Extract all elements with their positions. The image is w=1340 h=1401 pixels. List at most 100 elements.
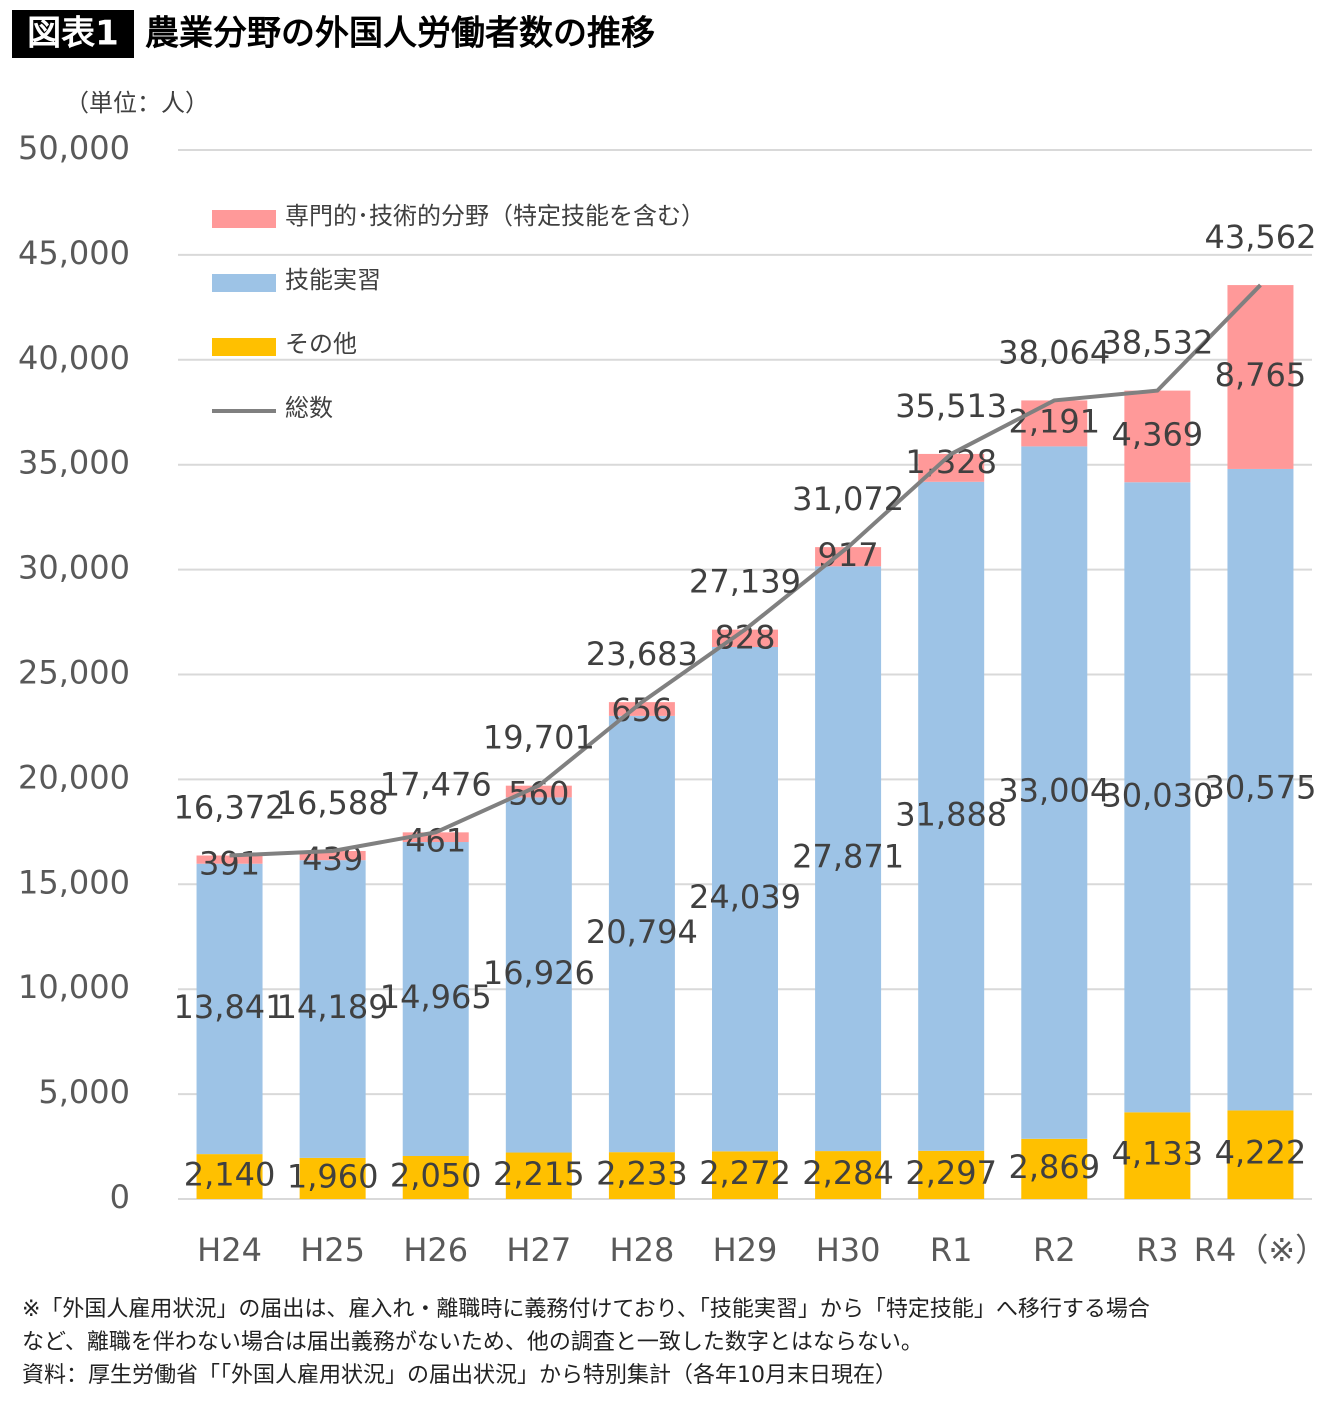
data-label: 23,683 [586, 635, 698, 673]
x-tick-label: R2 [1033, 1231, 1076, 1269]
footnote: 資料：厚生労働省「「外国人雇用状況」の届出状況」から特別集計（各年10月末日現在… [22, 1363, 897, 1388]
legend-swatch [212, 338, 276, 356]
legend-label: 専門的･技術的分野（特定技能を含む） [285, 202, 705, 230]
bar-segment [815, 566, 882, 1152]
data-label: 27,139 [689, 563, 801, 601]
data-label: 31,072 [792, 480, 904, 518]
bar-segment [1227, 1110, 1294, 1199]
y-tick-label: 15,000 [18, 863, 130, 901]
data-label: 656 [611, 691, 672, 729]
data-label: 2,215 [493, 1155, 585, 1193]
bar-segment [299, 860, 366, 1158]
x-tick-label: H27 [506, 1231, 571, 1269]
x-tick-label: R4（※） [1194, 1231, 1327, 1269]
x-tick-label: R1 [930, 1231, 973, 1269]
y-tick-label: 45,000 [18, 234, 130, 272]
data-label: 2,191 [1008, 402, 1100, 440]
data-label: 31,888 [895, 795, 1007, 833]
data-label: 2,050 [390, 1156, 482, 1194]
data-label: 14,965 [380, 978, 492, 1016]
x-tick-label: H29 [713, 1231, 778, 1269]
data-label: 461 [405, 821, 466, 859]
bar-segment [1227, 285, 1294, 469]
x-tick-label: H30 [816, 1231, 881, 1269]
bar-segment [1124, 1112, 1191, 1199]
chart-title: 農業分野の外国人労働者数の推移 [145, 14, 655, 54]
bar-segment [505, 1152, 572, 1199]
bar-segment [505, 785, 572, 798]
data-label: 917 [818, 536, 879, 574]
data-label: 8,765 [1215, 356, 1307, 394]
title-badge: 図表1 [27, 14, 119, 54]
bar-segment [402, 842, 469, 1156]
data-label: 14,189 [277, 988, 389, 1026]
bar-segment [918, 453, 985, 482]
bar-segment [505, 797, 572, 1153]
y-tick-label: 10,000 [18, 968, 130, 1006]
bar-segment [815, 1151, 882, 1199]
y-tick-label: 35,000 [18, 444, 130, 482]
data-label: 828 [714, 619, 775, 657]
data-label: 1,328 [905, 443, 997, 481]
data-label: 1,960 [287, 1157, 379, 1195]
data-label: 43,562 [1204, 218, 1316, 256]
bar-segment [402, 1155, 469, 1199]
x-tick-label: H26 [403, 1231, 468, 1269]
footnote: ※「外国人雇用状況」の届出は、雇入れ・離職時に義務付けており、「技能実習」から「… [22, 1297, 1150, 1322]
data-label: 16,926 [483, 954, 595, 992]
data-label: 30,575 [1204, 769, 1316, 807]
bar-segment [712, 1151, 778, 1199]
bar-segment [608, 1152, 675, 1199]
x-tick-label: R3 [1136, 1231, 1179, 1269]
bar-segment [608, 715, 675, 1153]
y-tick-label: 25,000 [18, 654, 130, 692]
data-label: 35,513 [895, 387, 1007, 425]
bar-segment [196, 863, 263, 1155]
bar-segment [1021, 400, 1088, 447]
bar-segment [712, 646, 778, 1152]
bar-segment [1124, 482, 1191, 1113]
bar-segment [299, 850, 366, 861]
data-label: 2,233 [596, 1155, 688, 1193]
bar-segment [1227, 468, 1294, 1111]
data-label: 16,372 [174, 789, 286, 827]
data-label: 391 [199, 845, 260, 883]
x-tick-label: H25 [300, 1231, 365, 1269]
bar-segment [918, 481, 985, 1151]
legend-label: 総数 [285, 394, 333, 422]
x-tick-label: H28 [610, 1231, 675, 1269]
bar-segment [918, 1150, 985, 1199]
bar-segment [608, 702, 675, 716]
data-label: 4,222 [1215, 1134, 1307, 1172]
x-tick-label: H24 [197, 1231, 262, 1269]
data-label: 19,701 [483, 719, 595, 757]
bar-segment [196, 855, 263, 864]
data-label: 4,133 [1112, 1135, 1204, 1173]
bar-segment [1021, 446, 1088, 1139]
y-tick-label: 0 [110, 1178, 130, 1216]
total-line [229, 283, 1262, 858]
data-label: 2,272 [699, 1154, 791, 1192]
data-label: 2,297 [905, 1154, 997, 1192]
y-tick-label: 40,000 [18, 339, 130, 377]
bar-segment [299, 1157, 366, 1199]
legend-swatch [212, 274, 276, 292]
unit-label: （単位：人） [65, 89, 209, 117]
title-badge-bg [12, 10, 134, 58]
data-label: 20,794 [586, 913, 698, 951]
y-tick-label: 5,000 [38, 1073, 130, 1111]
data-label: 2,869 [1008, 1148, 1100, 1186]
data-label: 13,841 [174, 988, 286, 1026]
y-tick-label: 50,000 [18, 129, 130, 167]
bar-segment [196, 1154, 263, 1199]
y-tick-label: 20,000 [18, 758, 130, 796]
legend-label: 技能実習 [285, 266, 381, 294]
data-label: 38,064 [998, 333, 1110, 371]
legend-label: その他 [285, 330, 357, 358]
data-label: 4,369 [1112, 415, 1204, 453]
data-label: 38,532 [1101, 324, 1213, 362]
y-tick-label: 30,000 [18, 549, 130, 587]
data-label: 30,030 [1101, 776, 1213, 814]
data-label: 16,588 [277, 784, 389, 822]
